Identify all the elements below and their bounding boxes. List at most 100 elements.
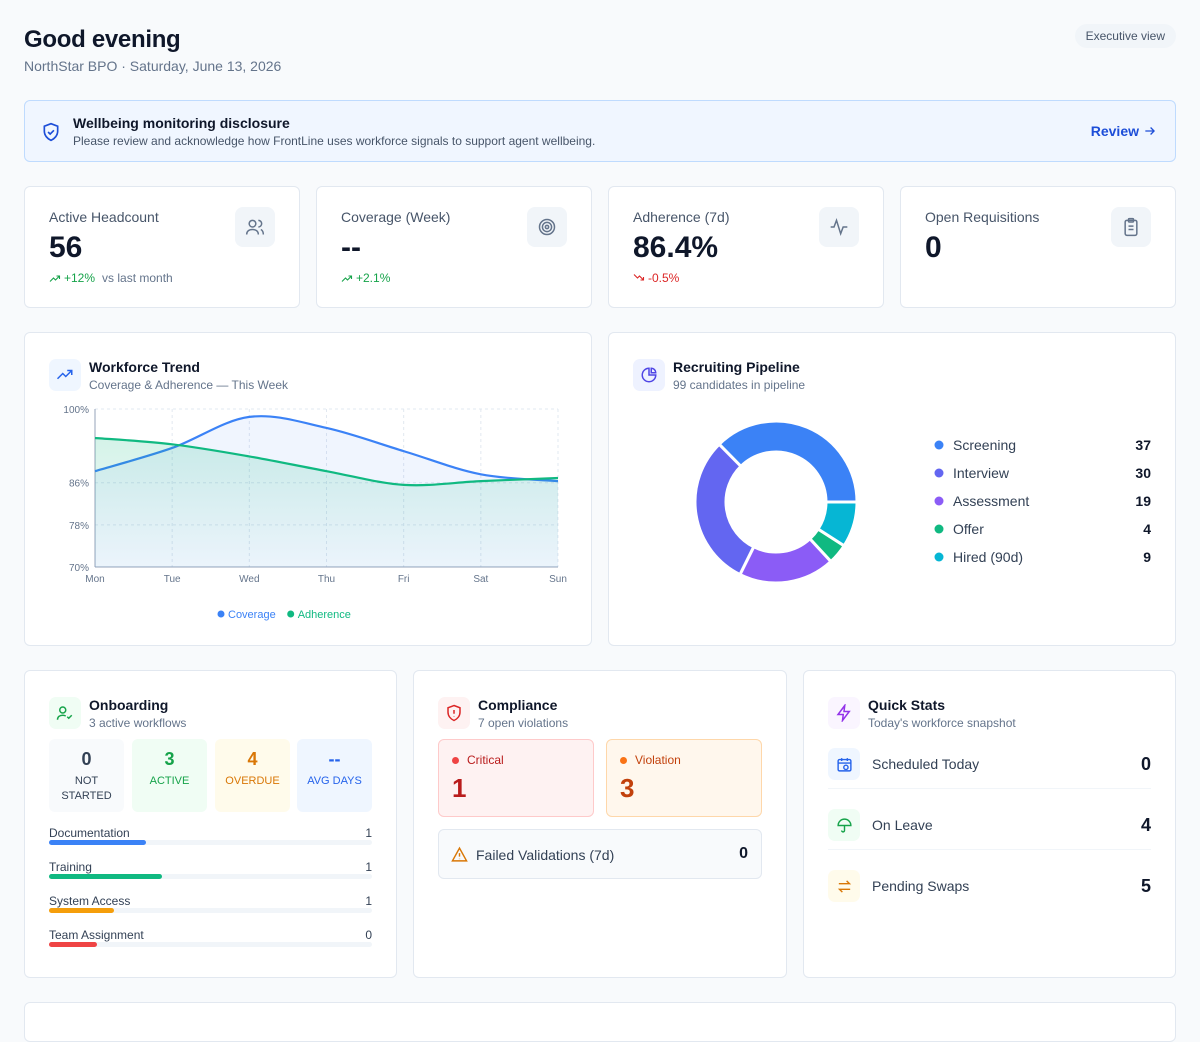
stat-tile: -- AVG DAYS [297,739,372,812]
box-label: Critical [467,753,504,767]
stat-row: On Leave 4 [828,805,1151,845]
disclosure-title: Wellbeing monitoring disclosure [73,115,290,131]
stat-row: Scheduled Today 0 [828,744,1151,784]
compliance-icon [438,697,470,729]
legend-label: Assessment [953,493,1029,509]
card-title: Recruiting Pipeline [673,359,800,375]
page: Dashboard {"header": {"title": "Good eve… [24,24,1176,1042]
legend-value: 30 [1135,465,1151,481]
y-tick-label: 86% [69,479,89,490]
review-button[interactable]: Review [1091,123,1157,139]
kpi-icon [1111,207,1151,247]
legend-label: Offer [953,521,984,537]
kpi-value: 56 [49,231,83,264]
card-title: Quick Stats [868,697,946,713]
quick-stats-card: Quick Stats Today's workforce snapshot S… [803,670,1176,978]
onboarding-card: Onboarding 3 active workflows 0 NOT START… [24,670,397,978]
kpi-label: Adherence (7d) [633,209,730,225]
legend-swatch [934,496,944,506]
stat-label: On Leave [872,817,933,833]
stat-value: 0 [81,749,92,769]
kpi-value: 86.4% [633,231,719,264]
kpi-label: Active Headcount [49,209,159,225]
x-tick-label: Sat [473,574,488,585]
legend-label: Screening [953,437,1016,453]
stat-label: ACTIVE [149,775,190,787]
failed-validations: Failed Validations (7d) 0 [438,829,762,879]
kpi-delta: +12% vs last month [49,271,173,285]
stat-row: Pending Swaps 5 [828,866,1151,906]
x-tick-label: Mon [85,574,104,585]
legend-swatch [934,552,944,562]
card-subtitle: 7 open violations [478,716,569,730]
card-title: Workforce Trend [89,359,200,375]
kpi-card: Active Headcount 56 +12% vs last month [24,186,300,308]
compliance-card: Compliance 7 open violations Critical 1 … [413,670,787,978]
kpi-value: -- [341,231,361,264]
box-value: 3 [620,773,635,803]
task-row: Documentation 1 [49,826,372,845]
progress-fill [49,908,114,913]
task-count: 1 [365,894,372,908]
delta-note: vs last month [102,271,173,285]
progress-track [49,840,372,845]
disclosure-banner: Wellbeing monitoring disclosure Please r… [24,100,1176,162]
progress-fill [49,942,97,947]
legend-value: 4 [1143,521,1151,537]
card-subtitle: Today's workforce snapshot [868,716,1016,730]
task-label: Team Assignment [49,928,144,942]
task-count: 1 [365,826,372,840]
legend-swatch [934,440,944,450]
stat-label: AVG DAYS [307,775,362,787]
legend-label: Adherence [298,609,351,621]
kpi-value: 0 [925,231,942,264]
kpi-icon [235,207,275,247]
stat-value: 3 [164,749,175,769]
y-tick-label: 78% [69,521,89,532]
task-row: Team Assignment 0 [49,928,372,947]
stat-value: 4 [1140,815,1151,835]
stat-label: NOT STARTED [61,775,112,802]
stat-value: -- [328,749,341,769]
x-tick-label: Fri [398,574,410,585]
kpi-label: Coverage (Week) [341,209,451,225]
legend-label: Coverage [228,609,276,621]
critical-box: Critical 1 [438,739,594,817]
task-label: Documentation [49,826,130,840]
progress-track [49,874,372,879]
task-count: 1 [365,860,372,874]
y-tick-label: 100% [63,405,89,416]
y-tick-label: 70% [69,563,89,574]
kpi-delta: -0.5% [633,271,679,285]
next-card [24,1002,1176,1042]
progress-track [49,908,372,913]
failed-label: Failed Validations (7d) [476,847,615,863]
arrow-icon [1145,127,1155,135]
delta-value: +2.1% [356,271,391,285]
series-line [94,436,559,487]
task-row: Training 1 [49,860,372,879]
x-tick-label: Wed [239,574,259,585]
card-subtitle: 3 active workflows [89,716,187,730]
greeting: Good evening [24,26,181,53]
box-label: Violation [635,753,681,767]
progress-track [49,942,372,947]
view-badge: Executive view [1074,24,1176,48]
series-area [95,437,558,567]
box-value: 1 [452,773,467,803]
line-chart: 70% 78% 86% 100% Mon Tue Wed Thu Fri Sat Sun Covera… [63,405,566,621]
legend-value: 37 [1135,437,1151,453]
kpi-card: Open Requisitions 0 [900,186,1176,308]
task-label: System Access [49,894,131,908]
stat-value: 5 [1140,876,1151,896]
stat-tile: 0 NOT STARTED [49,739,124,812]
donut-segment [815,500,859,548]
pipeline-icon [633,359,665,391]
x-tick-label: Thu [318,574,335,585]
shield-icon [43,122,59,142]
trend-card: Workforce Trend Coverage & Adherence — T… [24,332,592,646]
task-count: 0 [365,928,372,942]
stat-label: Scheduled Today [872,756,980,772]
stat-label: Pending Swaps [872,878,970,894]
kpi-card: Coverage (Week) -- +2.1% [316,186,592,308]
